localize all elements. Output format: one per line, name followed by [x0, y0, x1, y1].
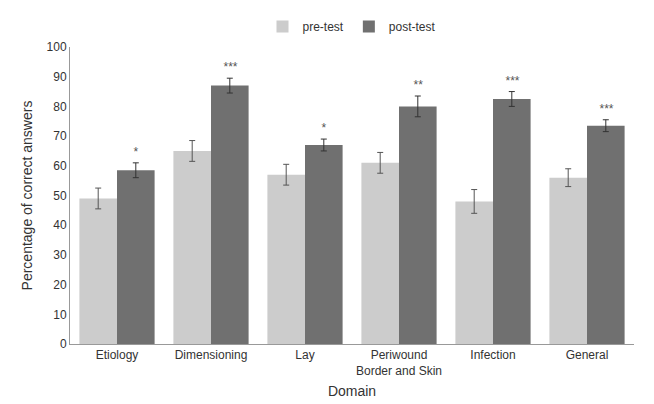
svg-text:post-test: post-test	[389, 20, 436, 34]
svg-text:General: General	[566, 348, 609, 362]
svg-text:10: 10	[53, 308, 67, 322]
svg-text:pre-test: pre-test	[303, 20, 344, 34]
svg-text:90: 90	[53, 70, 67, 84]
svg-text:60: 60	[53, 159, 67, 173]
svg-text:PeriwoundBorder and Skin: PeriwoundBorder and Skin	[356, 348, 442, 378]
svg-text:100: 100	[47, 40, 67, 54]
svg-text:***: ***	[599, 102, 613, 116]
svg-text:30: 30	[53, 248, 67, 262]
svg-text:0: 0	[60, 337, 67, 351]
svg-text:70: 70	[53, 129, 67, 143]
svg-text:*: *	[321, 121, 326, 135]
svg-text:***: ***	[223, 60, 237, 74]
svg-text:40: 40	[53, 218, 67, 232]
svg-text:20: 20	[53, 278, 67, 292]
svg-text:Domain: Domain	[328, 383, 376, 399]
svg-text:Lay: Lay	[295, 348, 314, 362]
svg-text:***: ***	[505, 74, 519, 88]
svg-text:Dimensioning: Dimensioning	[175, 348, 248, 362]
svg-text:Infection: Infection	[470, 348, 515, 362]
svg-text:80: 80	[53, 100, 67, 114]
svg-text:**: **	[413, 78, 423, 92]
svg-text:Etiology: Etiology	[96, 348, 139, 362]
svg-text:*: *	[133, 145, 138, 159]
svg-text:50: 50	[53, 189, 67, 203]
svg-text:Percentage of correct answers: Percentage of correct answers	[19, 101, 35, 291]
